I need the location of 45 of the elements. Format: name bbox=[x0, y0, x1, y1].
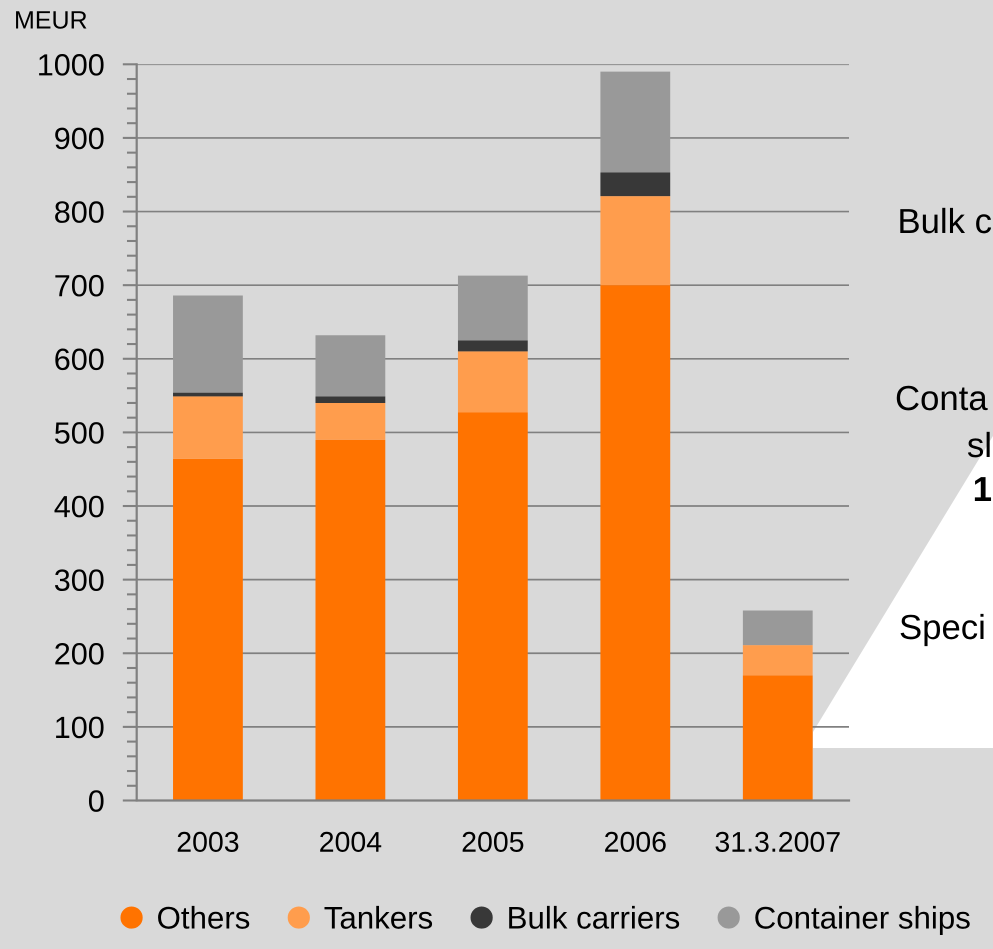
bar bbox=[458, 340, 528, 352]
bar bbox=[742, 675, 813, 800]
legend-label: Tankers bbox=[324, 906, 432, 929]
y-tick-label: 300 bbox=[54, 569, 104, 592]
legend-label: Container ships bbox=[755, 906, 970, 935]
text: 1 bbox=[974, 477, 992, 501]
bar bbox=[173, 392, 243, 396]
bar bbox=[458, 412, 528, 800]
bar bbox=[458, 351, 528, 413]
bar bbox=[600, 172, 670, 196]
bar bbox=[742, 645, 813, 676]
bar bbox=[315, 396, 386, 403]
y-tick-label: 600 bbox=[55, 348, 104, 370]
bar bbox=[600, 72, 670, 173]
bar bbox=[173, 295, 243, 393]
y-tick-label: 0 bbox=[88, 790, 104, 812]
y-tick-label: 400 bbox=[54, 496, 104, 518]
text: Speci bbox=[900, 614, 984, 646]
y-tick-label: 1000 bbox=[39, 54, 104, 76]
bar bbox=[458, 276, 528, 340]
y-axis-title: MEUR bbox=[16, 11, 86, 29]
text: Bulk c bbox=[900, 208, 992, 234]
legend-label: Others bbox=[158, 906, 250, 929]
text: Conta bbox=[896, 386, 988, 410]
y-tick-label: 200 bbox=[55, 642, 104, 665]
legend-label: Bulk carriers bbox=[509, 906, 680, 929]
y-tick-label: 800 bbox=[55, 201, 104, 223]
bar bbox=[600, 196, 670, 286]
bar bbox=[315, 440, 386, 800]
x-tick-label: 2005 bbox=[462, 832, 524, 852]
x-tick-label: 2003 bbox=[178, 832, 238, 852]
y-tick-label: 100 bbox=[56, 716, 104, 738]
x-tick-label: 2006 bbox=[605, 832, 666, 852]
text: sl bbox=[968, 432, 990, 458]
bar bbox=[315, 335, 386, 396]
x-tick-label: 31.3.2007 bbox=[716, 832, 840, 852]
x-tick-label: 2004 bbox=[320, 832, 382, 852]
bar bbox=[315, 402, 386, 440]
bar bbox=[600, 285, 670, 800]
bar bbox=[173, 458, 243, 800]
bar bbox=[742, 610, 813, 646]
y-tick-label: 900 bbox=[55, 128, 104, 150]
bar bbox=[173, 396, 243, 459]
y-tick-label: 700 bbox=[55, 274, 104, 297]
y-tick-label: 500 bbox=[55, 422, 104, 444]
